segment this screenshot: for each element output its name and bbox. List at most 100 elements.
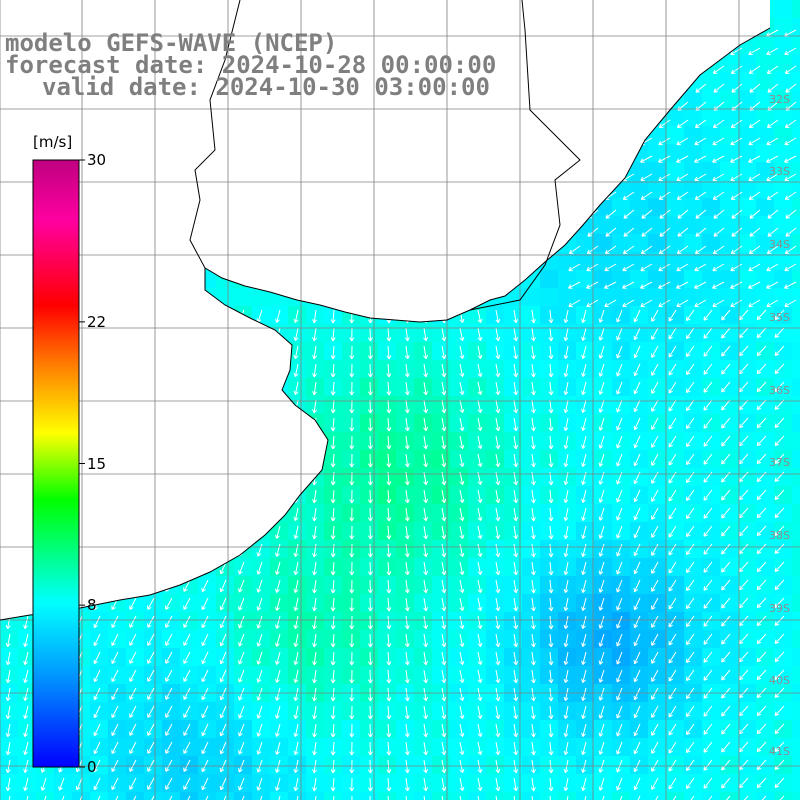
wind-speed-cell [252, 756, 271, 775]
wind-speed-cell [630, 108, 649, 127]
wind-speed-cell [702, 414, 721, 433]
wind-arrow [738, 381, 749, 393]
wind-speed-cell [270, 612, 289, 631]
wind-speed-cell [432, 468, 451, 487]
wind-speed-cell [702, 666, 721, 685]
wind-arrow [548, 525, 554, 540]
wind-speed-cell [612, 126, 631, 145]
wind-speed-cell [54, 792, 73, 800]
wind-speed-cell [90, 522, 109, 541]
wind-arrow [738, 633, 749, 645]
wind-arrow [766, 119, 779, 128]
wind-speed-cell [432, 306, 451, 325]
wind-speed-cell [144, 792, 163, 800]
wind-speed-cell [252, 774, 271, 793]
wind-speed-cell [576, 432, 595, 451]
wind-speed-cell [342, 126, 361, 145]
wind-speed-cell [324, 108, 343, 127]
wind-arrow [633, 417, 641, 431]
wind-speed-cell [648, 90, 667, 109]
wind-arrow [111, 795, 119, 800]
wind-arrow [349, 453, 355, 468]
wind-speed-cell [612, 594, 631, 613]
wind-arrow [731, 227, 743, 237]
wind-arrow [513, 651, 519, 666]
wind-speed-cell [396, 234, 415, 253]
wind-speed-cell [126, 522, 145, 541]
wind-speed-cell [486, 756, 505, 775]
wind-speed-cell [666, 324, 685, 343]
wind-speed-cell [198, 180, 217, 199]
wind-speed-cell [396, 216, 415, 235]
wind-speed-cell [666, 72, 685, 91]
wind-speed-cell [0, 234, 19, 253]
wind-speed-cell [576, 108, 595, 127]
wind-arrow [367, 399, 373, 414]
wind-speed-cell [702, 630, 721, 649]
wind-arrow [633, 453, 641, 467]
wind-arrow [23, 579, 29, 593]
wind-speed-cell [522, 414, 541, 433]
wind-speed-cell [450, 126, 469, 145]
wind-arrow [23, 669, 29, 683]
wind-arrow [129, 363, 137, 376]
wind-arrow [147, 363, 155, 376]
wind-speed-cell [792, 0, 800, 19]
wind-speed-cell [216, 468, 235, 487]
wind-arrow [256, 345, 263, 359]
wind-arrow [676, 29, 689, 37]
wind-speed-cell [162, 414, 181, 433]
wind-arrow [774, 309, 785, 320]
wind-speed-cell [540, 792, 559, 800]
wind-speed-cell [738, 648, 757, 667]
wind-arrow [581, 543, 587, 557]
wind-speed-cell [684, 36, 703, 55]
wind-speed-cell [252, 414, 271, 433]
wind-arrow [581, 309, 587, 323]
wind-arrow [598, 687, 605, 701]
wind-arrow [563, 345, 569, 360]
wind-arrow [183, 381, 191, 394]
wind-speed-cell [612, 630, 631, 649]
wind-speed-cell [234, 756, 253, 775]
wind-speed-cell [684, 198, 703, 217]
wind-arrow [349, 489, 355, 504]
wind-speed-cell [558, 270, 577, 289]
wind-speed-cell [360, 288, 379, 307]
wind-arrow [293, 381, 299, 396]
wind-arrow [513, 615, 519, 630]
wind-speed-cell [288, 432, 307, 451]
wind-speed-cell [792, 126, 800, 145]
wind-arrow [441, 399, 447, 414]
wind-speed-cell [684, 324, 703, 343]
wind-arrow [367, 561, 373, 576]
wind-arrow [756, 399, 767, 411]
wind-arrow [386, 309, 392, 324]
wind-arrow [784, 137, 797, 146]
wind-speed-cell [720, 144, 739, 163]
wind-arrow [651, 741, 659, 754]
wind-arrow [238, 777, 245, 791]
wind-speed-cell [486, 558, 505, 577]
wind-arrow [93, 615, 101, 629]
wind-arrow [581, 489, 587, 503]
wind-speed-cell [180, 108, 199, 127]
wind-speed-cell [414, 216, 433, 235]
wind-speed-cell [216, 666, 235, 685]
wind-arrow [367, 687, 373, 702]
wind-speed-cell [36, 0, 55, 19]
wind-speed-cell [450, 450, 469, 469]
wind-speed-cell [396, 540, 415, 559]
wind-speed-cell [0, 0, 19, 19]
wind-arrow [459, 651, 465, 666]
wind-speed-cell [0, 342, 19, 361]
wind-speed-cell [360, 0, 379, 19]
wind-arrow [563, 399, 569, 414]
wind-arrow [738, 309, 749, 321]
wind-speed-cell [342, 594, 361, 613]
wind-speed-cell [738, 468, 757, 487]
wind-speed-cell [612, 486, 631, 505]
wind-speed-cell [450, 720, 469, 739]
wind-speed-cell [342, 108, 361, 127]
